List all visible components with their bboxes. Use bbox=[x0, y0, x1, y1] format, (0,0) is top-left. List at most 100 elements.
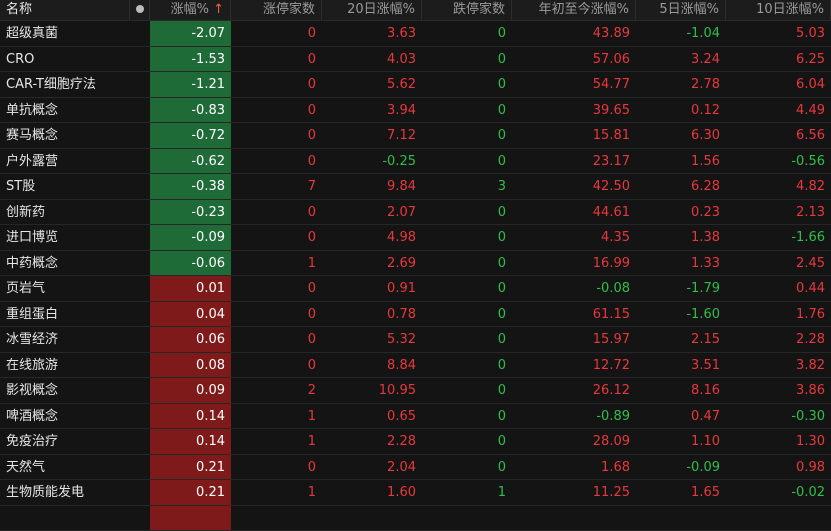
cell-name: ST股 bbox=[0, 174, 130, 199]
cell-limit-up: 0 bbox=[231, 47, 322, 72]
cell-name: 超级真菌 bbox=[0, 21, 130, 46]
cell-ytd: 4.35 bbox=[512, 225, 636, 250]
cell-5d: 8.16 bbox=[636, 378, 726, 403]
col-5d[interactable]: 5日涨幅% bbox=[636, 0, 726, 20]
cell-5d: 1.10 bbox=[636, 429, 726, 454]
cell-change: -0.62 bbox=[150, 149, 231, 174]
cell-20d: 8.84 bbox=[322, 353, 422, 378]
col-limit-down[interactable]: 跌停家数 bbox=[422, 0, 512, 20]
cell-limit-up: 2 bbox=[231, 378, 322, 403]
cell-10d: 3.86 bbox=[726, 378, 831, 403]
cell-20d: 3.94 bbox=[322, 98, 422, 123]
cell-name: 赛马概念 bbox=[0, 123, 130, 148]
col-ytd[interactable]: 年初至今涨幅% bbox=[512, 0, 636, 20]
cell-ytd: 61.15 bbox=[512, 302, 636, 327]
cell-10d: 2.28 bbox=[726, 327, 831, 352]
cell-limit-down: 0 bbox=[422, 72, 512, 97]
cell-10d: -0.56 bbox=[726, 149, 831, 174]
cell-name: 单抗概念 bbox=[0, 98, 130, 123]
cell-10d: 0.44 bbox=[726, 276, 831, 301]
cell-limit-up: 0 bbox=[231, 149, 322, 174]
cell-10d: 4.82 bbox=[726, 174, 831, 199]
cell-limit-down: 0 bbox=[422, 276, 512, 301]
col-change[interactable]: 涨幅% ↑ bbox=[150, 0, 231, 20]
cell-20d: 2.07 bbox=[322, 200, 422, 225]
col-10d[interactable]: 10日涨幅% bbox=[726, 0, 831, 20]
cell-name: 冰雪经济 bbox=[0, 327, 130, 352]
cell-limit-down: 0 bbox=[422, 429, 512, 454]
cell-limit-down: 0 bbox=[422, 98, 512, 123]
cell-20d: 2.69 bbox=[322, 251, 422, 276]
cell-5d: -1.04 bbox=[636, 21, 726, 46]
cell-5d: 1.38 bbox=[636, 225, 726, 250]
cell-limit-down: 3 bbox=[422, 174, 512, 199]
cell-limit-down: 0 bbox=[422, 353, 512, 378]
cell-limit-down: 0 bbox=[422, 251, 512, 276]
cell-5d: 3.51 bbox=[636, 353, 726, 378]
dot-cell bbox=[130, 251, 150, 276]
cell-limit-down: 1 bbox=[422, 480, 512, 505]
cell-change: -1.53 bbox=[150, 47, 231, 72]
cell-limit-up: 0 bbox=[231, 455, 322, 480]
col-limit-up[interactable]: 涨停家数 bbox=[231, 0, 322, 20]
cell-ytd: 26.12 bbox=[512, 378, 636, 403]
cell-ytd: 43.89 bbox=[512, 21, 636, 46]
cell-change: -1.21 bbox=[150, 72, 231, 97]
cell-ytd: 12.72 bbox=[512, 353, 636, 378]
cell-10d: 6.25 bbox=[726, 47, 831, 72]
col-name[interactable]: 名称 bbox=[0, 0, 130, 20]
col-20d[interactable]: 20日涨幅% bbox=[322, 0, 422, 20]
cell-20d: 0.91 bbox=[322, 276, 422, 301]
dot-cell bbox=[130, 404, 150, 429]
cell-name: 天然气 bbox=[0, 455, 130, 480]
cell-5d: 0.47 bbox=[636, 404, 726, 429]
cell-limit-up: 1 bbox=[231, 429, 322, 454]
cell-5d: 1.65 bbox=[636, 480, 726, 505]
cell-20d: 2.04 bbox=[322, 455, 422, 480]
cell-10d: -0.30 bbox=[726, 404, 831, 429]
dot-cell bbox=[130, 72, 150, 97]
cell-ytd: 15.97 bbox=[512, 327, 636, 352]
cell-name: 影视概念 bbox=[0, 378, 130, 403]
cell-10d: 1.76 bbox=[726, 302, 831, 327]
dot-cell bbox=[130, 98, 150, 123]
cell-limit-up: 0 bbox=[231, 123, 322, 148]
cell-10d: 6.04 bbox=[726, 72, 831, 97]
cell-limit-down: 0 bbox=[422, 225, 512, 250]
col-dot[interactable] bbox=[130, 0, 150, 20]
dot-cell bbox=[130, 174, 150, 199]
cell-20d: 10.95 bbox=[322, 378, 422, 403]
dot-cell bbox=[130, 276, 150, 301]
cell-ytd: -0.89 bbox=[512, 404, 636, 429]
cell-10d: 0.98 bbox=[726, 455, 831, 480]
cell-ytd: 44.61 bbox=[512, 200, 636, 225]
cell-10d: 1.30 bbox=[726, 429, 831, 454]
cell-20d: 4.03 bbox=[322, 47, 422, 72]
cell-change: 0.01 bbox=[150, 276, 231, 301]
cell-limit-up: 0 bbox=[231, 98, 322, 123]
table-row-partial[interactable] bbox=[0, 506, 831, 531]
cell-20d: 0.65 bbox=[322, 404, 422, 429]
cell-10d: 2.45 bbox=[726, 251, 831, 276]
cell-limit-up: 1 bbox=[231, 480, 322, 505]
